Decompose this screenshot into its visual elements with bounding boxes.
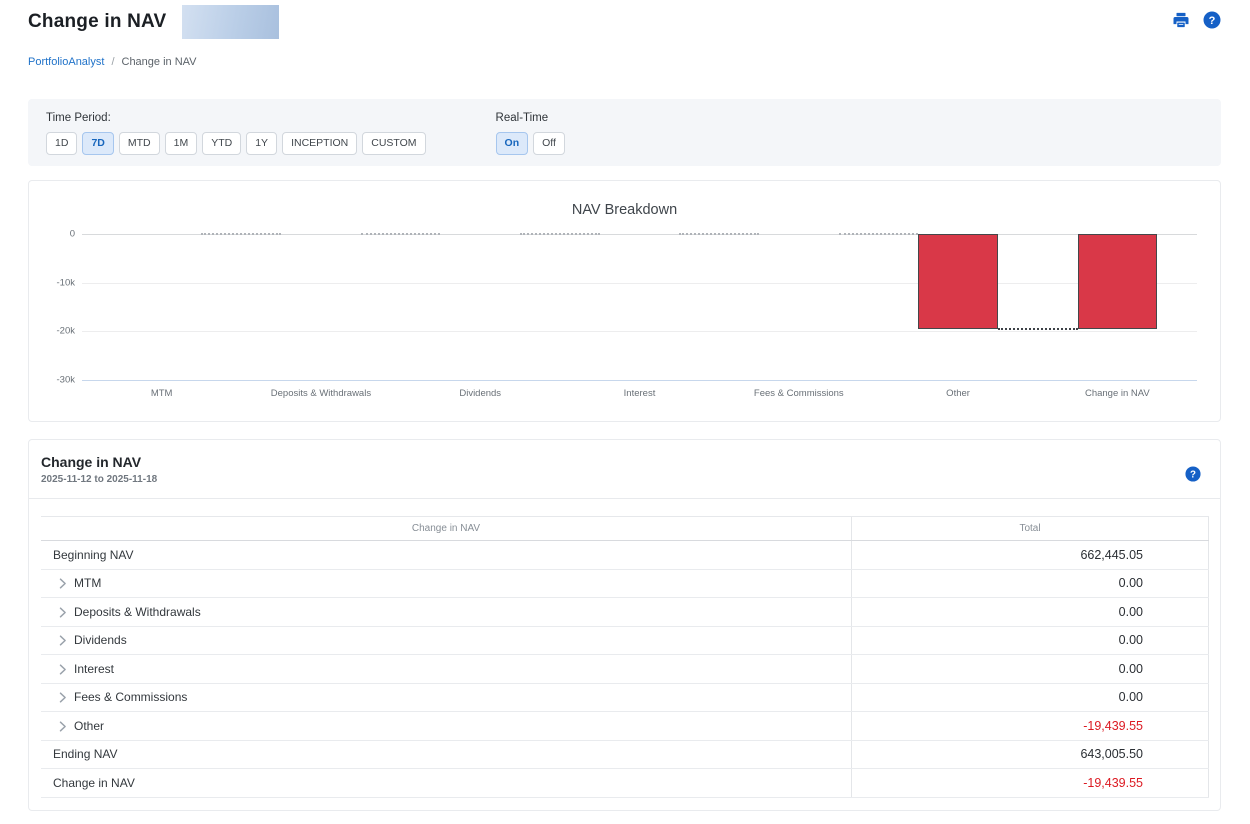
waterfall-connector	[520, 233, 600, 235]
table-header-row: Change in NAV Total	[41, 516, 1209, 541]
y-axis-tick: -20k	[56, 325, 75, 337]
x-axis-label: MTM	[150, 388, 173, 399]
waterfall-connector	[997, 327, 1078, 330]
time-period-button-1d[interactable]: 1D	[46, 132, 78, 155]
breadcrumb: PortfolioAnalyst / Change in NAV	[28, 56, 1221, 68]
waterfall-connector	[838, 233, 919, 235]
table-date-range: 2025-11-12 to 2025-11-18	[41, 474, 158, 485]
waterfall-connector	[679, 233, 759, 235]
row-total-value: 0.00	[852, 626, 1209, 654]
y-axis-tick: -10k	[56, 277, 75, 289]
nav-breakdown-chart-card: NAV Breakdown 0 -10k -20k -30k MTM Deposits &…	[28, 180, 1221, 422]
breadcrumb-current: Change in NAV	[121, 56, 197, 68]
waterfall-connector	[360, 233, 441, 235]
time-period-button-inception[interactable]: INCEPTION	[282, 132, 358, 155]
table-row-other[interactable]: Other -19,439.55	[41, 712, 1209, 741]
real-time-group: Real-Time On Off	[495, 112, 565, 155]
chevron-right-icon[interactable]	[59, 692, 67, 703]
column-header-change-in-nav: Change in NAV	[41, 517, 852, 540]
row-label: Deposits & Withdrawals	[74, 604, 201, 619]
real-time-button-off[interactable]: Off	[533, 132, 565, 155]
time-period-group: Time Period: 1D 7D MTD 1M YTD 1Y INCEPTION CUST…	[46, 112, 426, 155]
divider	[29, 498, 1220, 499]
svg-text:?: ?	[1190, 470, 1196, 481]
real-time-buttons: On Off	[495, 132, 565, 155]
gridline--10k	[82, 282, 1197, 284]
table-body: Beginning NAV 662,445.05 MTM 0.00 Deposits &…	[41, 541, 1209, 798]
x-axis-label: Change in NAV	[1084, 388, 1150, 399]
y-axis-tick: -30k	[56, 374, 75, 386]
row-total-value: -19,439.55	[852, 712, 1209, 740]
column-header-total: Total	[852, 517, 1209, 540]
x-axis-label: Fees & Commissions	[753, 388, 844, 399]
row-label: Fees & Commissions	[74, 690, 188, 705]
row-total-value: 0.00	[852, 569, 1209, 597]
row-total-value: 0.00	[852, 683, 1209, 711]
row-total-value: -19,439.55	[852, 769, 1209, 797]
chevron-right-icon[interactable]	[59, 578, 67, 589]
table-row-ending-nav: Ending NAV 643,005.50	[41, 740, 1209, 769]
page-header: Change in NAV ?	[28, 0, 1221, 39]
row-label: Ending NAV	[53, 747, 118, 762]
gridline-0	[82, 234, 1197, 235]
help-icon[interactable]: ?	[1185, 466, 1203, 484]
x-axis-label: Other	[946, 388, 970, 399]
table-row-mtm[interactable]: MTM 0.00	[41, 569, 1209, 598]
row-label: Other	[74, 718, 105, 733]
table-row-fees-commissions[interactable]: Fees & Commissions 0.00	[41, 683, 1209, 712]
chevron-right-icon[interactable]	[59, 607, 67, 618]
page-title: Change in NAV	[28, 11, 167, 32]
change-in-nav-page: Change in NAV ? PortfolioAnalyst /	[28, 0, 1221, 811]
table-row-beginning-nav: Beginning NAV 662,445.05	[41, 541, 1209, 570]
bar-change-in-nav[interactable]	[1077, 234, 1158, 329]
waterfall-connector	[201, 233, 282, 235]
time-period-button-7d[interactable]: 7D	[82, 132, 114, 155]
chart-title: NAV Breakdown	[571, 202, 678, 218]
table-row-deposits-withdrawals[interactable]: Deposits & Withdrawals 0.00	[41, 598, 1209, 627]
gridline--30k	[82, 380, 1197, 381]
time-period-button-custom[interactable]: CUSTOM	[362, 132, 426, 155]
chevron-right-icon[interactable]	[59, 664, 67, 675]
chevron-right-icon[interactable]	[59, 635, 67, 646]
y-axis-tick: 0	[69, 228, 75, 240]
row-total-value: 643,005.50	[852, 740, 1209, 768]
real-time-button-on[interactable]: On	[495, 132, 529, 155]
filter-bar: Time Period: 1D 7D MTD 1M YTD 1Y INCEPTION CUST…	[28, 99, 1221, 166]
change-in-nav-table-card: Change in NAV 2025-11-12 to 2025-11-18 ?…	[28, 439, 1221, 811]
printer-icon[interactable]	[1172, 11, 1190, 29]
time-period-label: Time Period:	[46, 112, 111, 124]
real-time-label: Real-Time	[495, 112, 549, 124]
time-period-button-1y[interactable]: 1Y	[246, 132, 278, 155]
chevron-right-icon[interactable]	[59, 721, 67, 732]
row-total-value: 0.00	[852, 655, 1209, 683]
row-label: Beginning NAV	[53, 547, 134, 562]
svg-text:?: ?	[1209, 15, 1216, 27]
redacted-account-name	[182, 5, 280, 39]
time-period-button-mtd[interactable]: MTD	[118, 132, 160, 155]
time-period-buttons: 1D 7D MTD 1M YTD 1Y INCEPTION CUSTOM	[46, 132, 426, 155]
table-row-change-in-nav: Change in NAV -19,439.55	[41, 769, 1209, 798]
row-total-value: 662,445.05	[852, 541, 1209, 569]
breadcrumb-portfolioanalyst[interactable]: PortfolioAnalyst	[28, 56, 105, 68]
row-total-value: 0.00	[852, 598, 1209, 626]
gridline--20k	[82, 331, 1197, 333]
table-row-interest[interactable]: Interest 0.00	[41, 655, 1209, 684]
table-title: Change in NAV	[41, 454, 142, 470]
row-label: Dividends	[74, 633, 127, 648]
x-axis-label: Deposits & Withdrawals	[270, 388, 372, 399]
help-icon[interactable]: ?	[1203, 11, 1221, 29]
x-axis-label: Interest	[623, 388, 656, 399]
breadcrumb-separator: /	[111, 56, 115, 68]
bar-other[interactable]	[918, 234, 998, 329]
change-in-nav-table: Change in NAV Total Beginning NAV 662,445…	[41, 516, 1209, 798]
row-label: MTM	[74, 576, 102, 591]
x-axis-label: Dividends	[459, 388, 502, 399]
time-period-button-ytd[interactable]: YTD	[202, 132, 242, 155]
row-label: Interest	[74, 661, 115, 676]
time-period-button-1m[interactable]: 1M	[164, 132, 198, 155]
row-label: Change in NAV	[53, 775, 135, 790]
table-row-dividends[interactable]: Dividends 0.00	[41, 626, 1209, 655]
